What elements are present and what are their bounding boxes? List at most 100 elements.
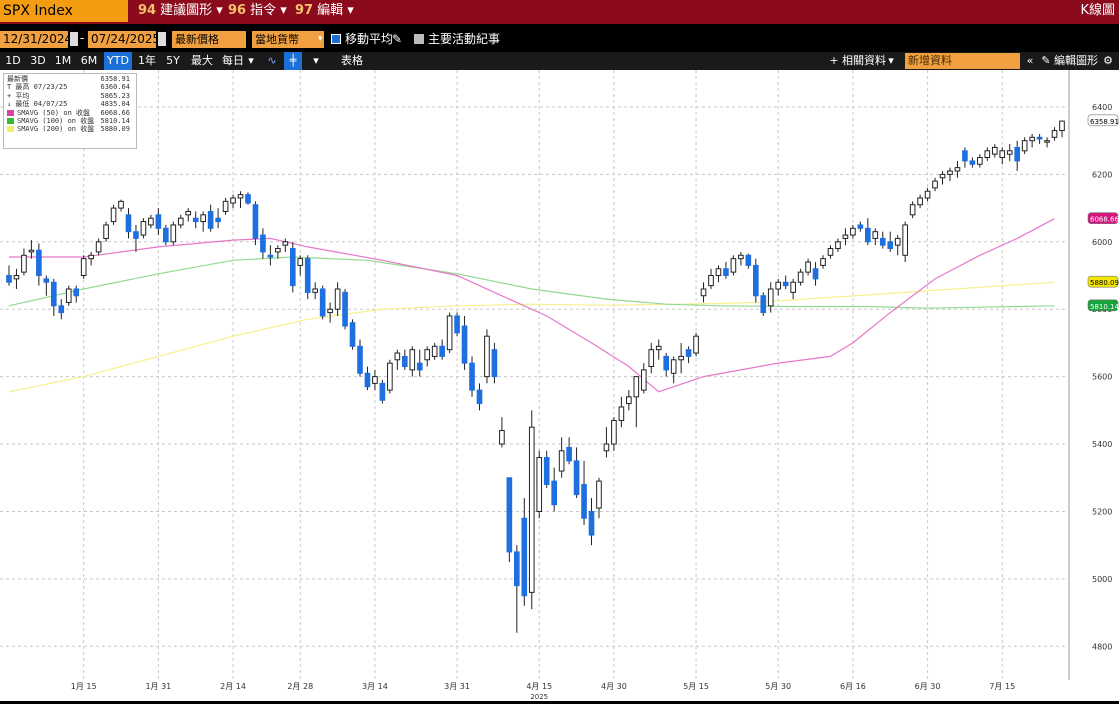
axis-value-badge-label: 5880.09 bbox=[1090, 279, 1119, 287]
candle-down bbox=[439, 345, 445, 357]
candle-up bbox=[775, 281, 782, 290]
candle-up bbox=[655, 345, 662, 351]
candle-down bbox=[245, 194, 251, 204]
line-chart-icon[interactable]: ∿ bbox=[267, 54, 277, 67]
edit-chart-button[interactable]: 編輯圖形 bbox=[1054, 54, 1098, 67]
pencil-icon[interactable]: ✎ bbox=[1041, 54, 1051, 67]
calendar-icon[interactable] bbox=[70, 32, 78, 46]
sma100-line bbox=[8, 256, 1055, 309]
candle-up bbox=[835, 241, 841, 250]
timeframe-daily[interactable]: 每日 bbox=[222, 54, 244, 67]
timeframe-1m[interactable]: 1M bbox=[54, 54, 72, 67]
legend-row-average: + 平均 5865.23 bbox=[7, 91, 130, 100]
timeframe-6m[interactable]: 6M bbox=[80, 54, 98, 67]
candlestick-chart-button[interactable]: K線圖 bbox=[1080, 3, 1115, 18]
timeframe-3d[interactable]: 3D bbox=[30, 54, 46, 67]
candle-up bbox=[334, 288, 341, 310]
table-button[interactable]: 表格 bbox=[341, 54, 363, 67]
candle-up bbox=[670, 359, 677, 374]
candle-up bbox=[185, 210, 192, 216]
candle-down bbox=[491, 349, 498, 378]
plus-icon[interactable]: + bbox=[829, 54, 839, 67]
x-tick-label: 5月 15 bbox=[683, 682, 709, 691]
gear-icon[interactable]: ⚙ bbox=[1103, 54, 1113, 67]
candle-down bbox=[58, 305, 65, 314]
candle-down bbox=[887, 241, 894, 250]
candle-up bbox=[424, 349, 431, 361]
menu-number: 94 bbox=[138, 3, 157, 18]
candle-down bbox=[349, 322, 356, 347]
chart-area[interactable]: 4800500052005400560058006000620064001月 1… bbox=[0, 70, 1119, 701]
events-checkbox[interactable] bbox=[414, 34, 424, 44]
candle-up bbox=[409, 349, 416, 371]
menu-actions[interactable]: 96 指令 ▾ bbox=[228, 0, 287, 22]
timeframe-max[interactable]: 最大 bbox=[191, 54, 213, 67]
candle-down bbox=[685, 349, 692, 357]
price-type-select[interactable]: 最新價格 bbox=[172, 31, 246, 48]
y-tick-label: 5600 bbox=[1092, 373, 1112, 382]
x-tick-label: 4月 15 bbox=[526, 682, 552, 691]
chevron-down-icon[interactable]: ▾ bbox=[248, 54, 254, 67]
related-data-button[interactable]: 相關資料 bbox=[842, 54, 886, 67]
candle-down bbox=[1036, 136, 1043, 140]
chevron-down-icon[interactable]: ▾ bbox=[318, 34, 323, 44]
candle-down bbox=[401, 355, 408, 368]
candle-down bbox=[865, 227, 871, 243]
candle-down bbox=[50, 281, 57, 307]
candle-up bbox=[939, 173, 946, 179]
moving-average-checkbox[interactable] bbox=[331, 34, 341, 44]
x-tick-label: 6月 16 bbox=[840, 682, 866, 691]
candle-down bbox=[812, 268, 819, 280]
candle-down bbox=[476, 389, 483, 405]
add-data-input[interactable]: 新增資料 bbox=[905, 53, 1020, 69]
currency-select[interactable]: 當地貨幣 bbox=[252, 31, 324, 48]
candle-down bbox=[588, 510, 595, 536]
candle-up bbox=[626, 396, 632, 405]
collapse-icon[interactable]: « bbox=[1026, 54, 1034, 67]
timeframe-5y[interactable]: 5Y bbox=[166, 54, 180, 67]
x-tick-label: 3月 31 bbox=[444, 682, 470, 691]
axis-value-badge bbox=[1087, 212, 1119, 224]
calendar-icon[interactable] bbox=[158, 32, 166, 46]
sma200-line bbox=[8, 281, 1055, 393]
events-label[interactable]: 主要活動紀事 bbox=[428, 32, 501, 46]
candle-up bbox=[902, 224, 908, 256]
candle-up bbox=[797, 271, 804, 283]
candle-up bbox=[999, 150, 1006, 159]
candle-up bbox=[170, 224, 177, 243]
end-date-input[interactable]: 07/24/2025 bbox=[88, 31, 160, 48]
chevron-down-icon[interactable]: ▾ bbox=[313, 54, 319, 67]
candle-down bbox=[304, 258, 311, 293]
candle-up bbox=[536, 457, 543, 512]
dropdown-arrow-icon: ▾ bbox=[343, 3, 354, 18]
candle-down bbox=[289, 248, 296, 287]
menu-suggested-charts[interactable]: 94 建議圖形 ▾ bbox=[138, 0, 223, 22]
year-label: 2025 bbox=[530, 693, 548, 701]
candle-up bbox=[88, 254, 94, 260]
candle-up bbox=[611, 419, 617, 445]
timeframe-1y[interactable]: 1年 bbox=[138, 54, 156, 67]
candle-up bbox=[693, 335, 699, 354]
candle-up bbox=[177, 217, 184, 226]
start-date-input[interactable]: 12/31/2024 bbox=[0, 31, 72, 48]
candle-down bbox=[125, 214, 132, 233]
timeframe-ytd[interactable]: YTD bbox=[104, 52, 132, 70]
top-toolbar: SPX Index 94 建議圖形 ▾ 96 指令 ▾ 97 編輯 ▾ K線圖 bbox=[0, 0, 1119, 24]
x-tick-label: 2月 14 bbox=[220, 682, 246, 691]
candle-up bbox=[230, 197, 236, 204]
candle-up bbox=[148, 217, 154, 226]
pencil-icon[interactable]: ✎ bbox=[392, 32, 403, 46]
timeframe-1d[interactable]: 1D bbox=[5, 54, 21, 67]
moving-average-label[interactable]: 移動平均 bbox=[345, 32, 394, 46]
candle-down bbox=[543, 457, 550, 485]
chevron-down-icon[interactable]: ▾ bbox=[888, 54, 894, 67]
range-toolbar: 12/31/2024 - 07/24/2025 最新價格 當地貨幣 ▾ 移動平均… bbox=[0, 28, 1119, 52]
menu-edit[interactable]: 97 編輯 ▾ bbox=[295, 0, 354, 22]
candlestick-icon[interactable]: ╪ bbox=[284, 52, 302, 70]
candle-down bbox=[357, 345, 363, 374]
candle-down bbox=[857, 224, 864, 229]
candle-up bbox=[1044, 140, 1050, 143]
x-tick-label: 7月 15 bbox=[989, 682, 1015, 691]
y-tick-label: 5200 bbox=[1092, 507, 1112, 516]
ticker-field[interactable]: SPX Index bbox=[0, 0, 128, 22]
